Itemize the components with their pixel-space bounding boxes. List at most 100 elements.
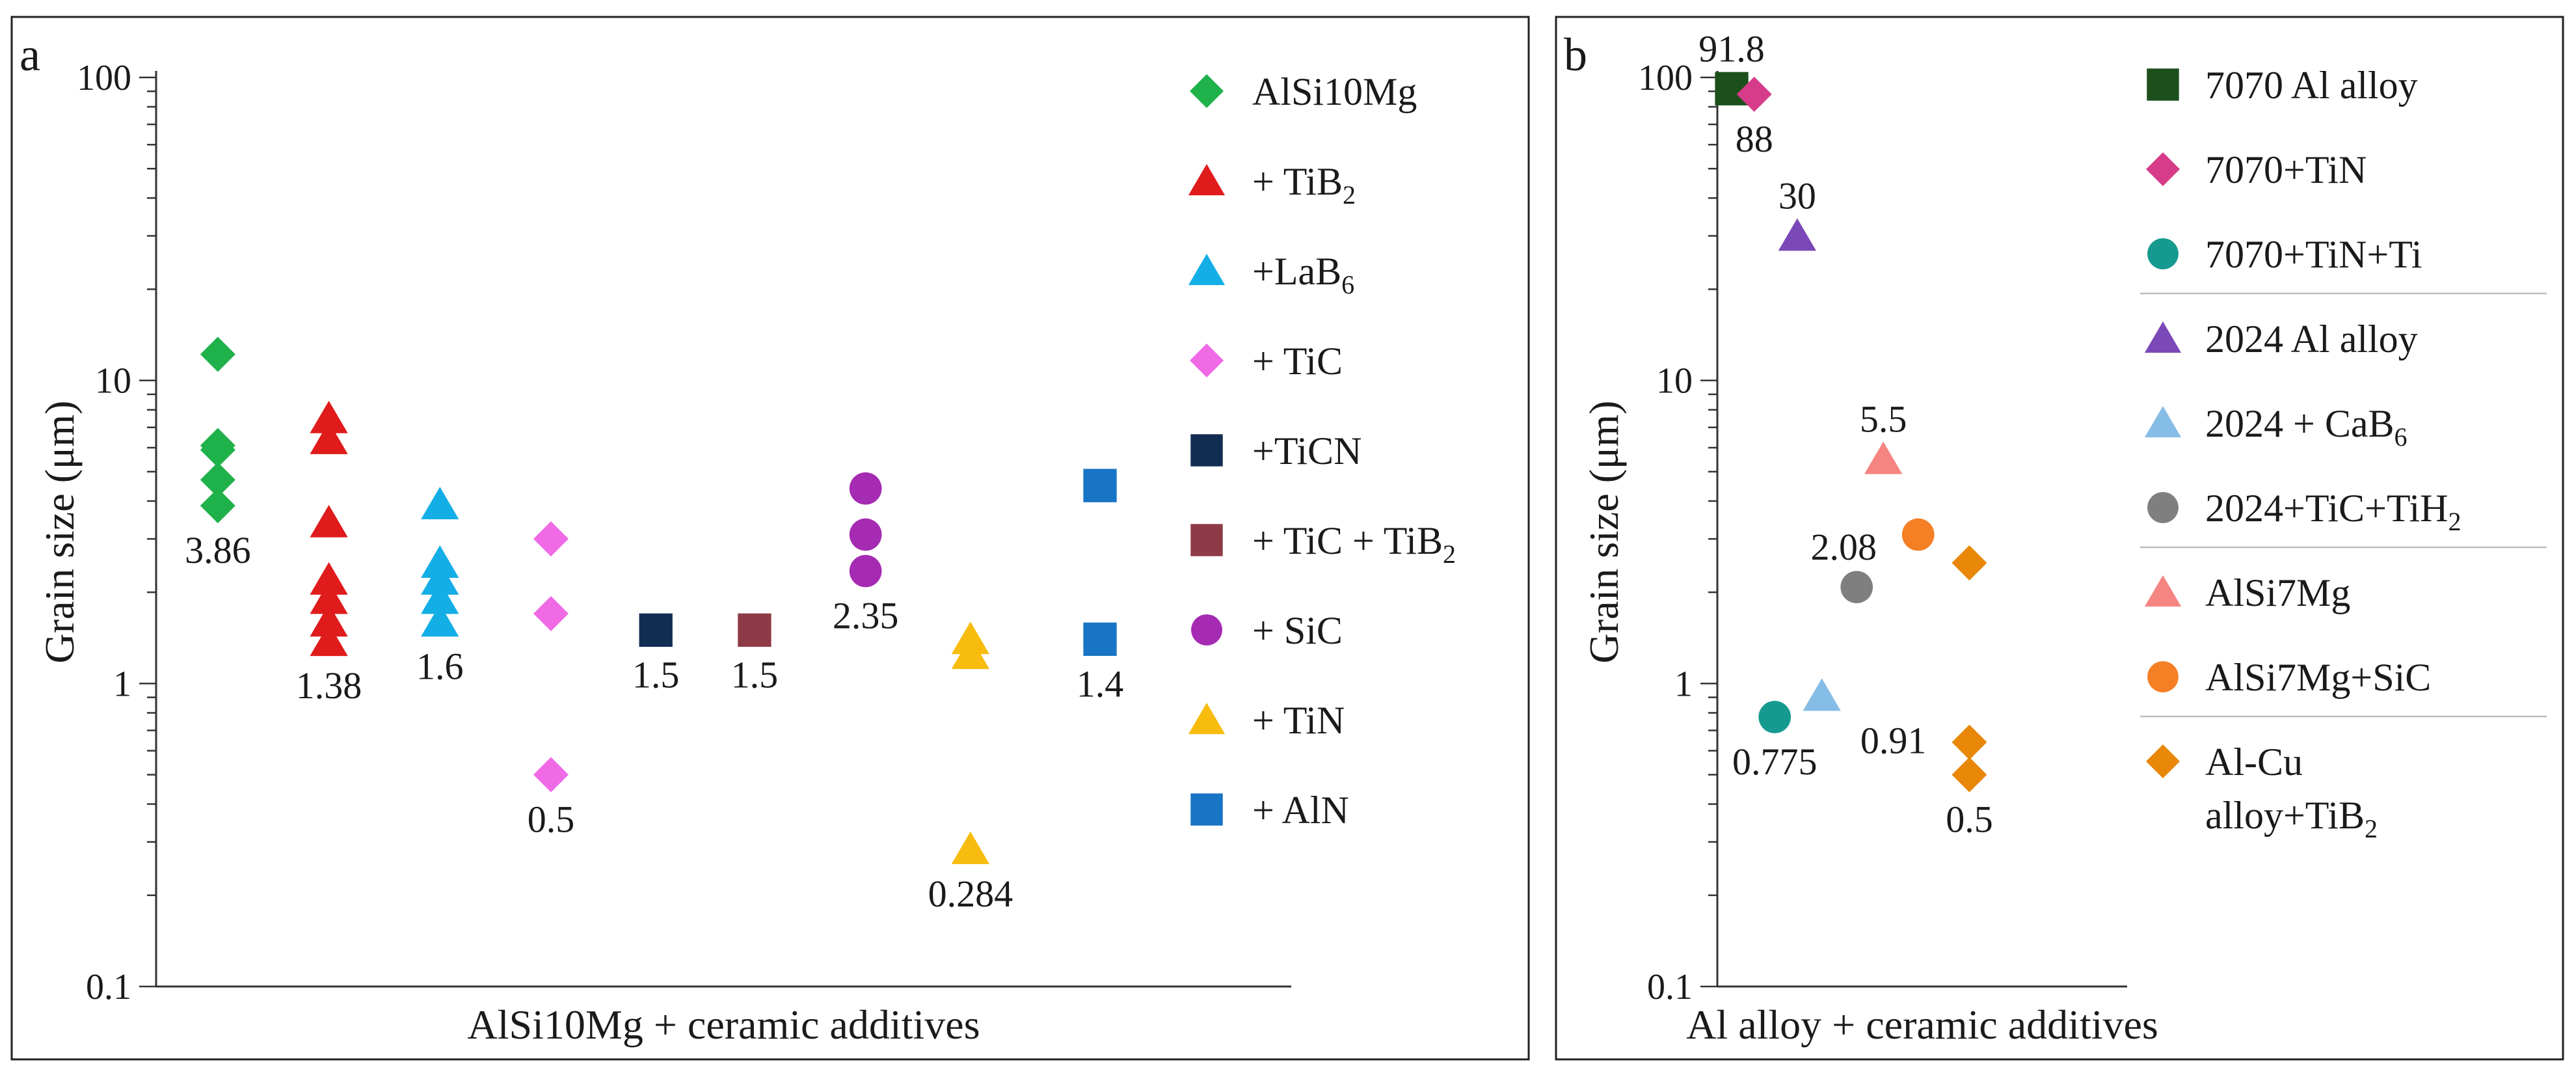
data-point [200,336,235,372]
y-tick-label: 1 [113,664,131,704]
panel-label: a [20,29,40,81]
legend-marker [1188,254,1226,286]
legend-marker [2146,152,2180,186]
data-point [421,487,459,520]
data-label: 1.5 [731,653,779,696]
data-point [310,562,348,595]
legend-marker [1190,524,1223,556]
legend-label: Al-Cu [2205,741,2303,783]
data-point [200,462,235,498]
legend-label: + AlN [1252,789,1349,832]
legend-marker [2144,406,2182,438]
legend-label: 2024+TiC+TiH2 [2205,487,2461,536]
legend-marker [2144,575,2182,607]
legend-label: 7070+TiN [2205,148,2367,191]
data-point [310,421,348,454]
legend-marker [2146,744,2180,778]
panel-frame [1555,16,2564,1061]
data-label: 1.4 [1077,662,1124,705]
data-label: 5.5 [1860,398,1907,441]
legend-label: +LaB6 [1252,250,1354,299]
data-point [421,581,459,614]
data-point [421,562,459,595]
panel-frame [10,16,1530,1061]
data-point [1083,469,1117,502]
data-label: 1.6 [416,645,464,687]
y-tick-label: 0.1 [1647,967,1693,1007]
data-point [1952,757,1987,793]
data-point [200,488,235,524]
data-label: 0.284 [928,873,1013,915]
data-point [1758,701,1791,733]
data-label: 30 [1778,174,1816,217]
data-point [310,400,348,433]
legend-label: +TiCN [1252,429,1362,472]
legend-marker [2147,492,2179,523]
legend-marker [2147,68,2179,101]
y-axis-title: Grain size (μm) [1581,401,1627,664]
legend-marker [1190,344,1224,377]
data-label: 1.38 [296,664,362,707]
legend-label: 2024 + CaB6 [2205,402,2408,452]
data-label: 2.35 [833,595,899,637]
legend-label-line2: alloy+TiB2 [2205,794,2378,843]
data-point [1803,678,1841,711]
data-label: 3.86 [185,529,251,571]
data-point [1952,545,1987,581]
panel-label: b [1564,29,1587,81]
data-point [1083,622,1117,656]
panel-a: a 0.1 1 10 100 AlSi10Mg + ceramic additives Gr… [10,16,1530,1061]
legend-label: + TiC + TiB2 [1252,519,1456,569]
y-tick-label: 10 [1656,361,1693,401]
legend-label: 7070+TiN+Ti [2205,233,2422,276]
data-label: 88 [1736,118,1773,160]
x-axis-title: AlSi10Mg + ceramic additives [468,1001,980,1048]
data-point [533,596,569,632]
data-point [200,432,235,468]
legend-marker [2147,238,2179,269]
data-point [533,521,569,557]
data-point [951,831,990,864]
legend-label: + SiC [1252,609,1343,652]
data-point [951,636,990,670]
data-point [849,518,882,551]
legend-label: AlSi7Mg+SiC [2205,656,2431,699]
y-tick-label: 100 [1638,58,1693,98]
panel-b: b 0.1 1 10 100 Al alloy + ceramic additives Gr… [1555,16,2564,1061]
legend-marker [2147,661,2179,692]
legend-marker [1190,74,1224,108]
legend-label: + TiN [1252,699,1345,742]
data-label: 0.91 [1860,719,1927,761]
legend-marker [1191,614,1222,646]
data-label: 91.8 [1698,27,1765,70]
x-axis-title: Al alloy + ceramic additives [1686,1001,2158,1048]
data-point [639,613,673,647]
data-point [310,504,348,538]
legend-label: 2024 Al alloy [2205,318,2418,361]
legend-marker [1188,164,1226,196]
legend-label: AlSi10Mg [1252,70,1417,113]
legend-marker [1190,434,1223,467]
data-label: 0.5 [528,798,575,841]
y-tick-label: 1 [1674,664,1693,704]
data-point [1736,76,1772,112]
y-tick-label: 10 [95,361,131,401]
data-point [1952,724,1987,760]
y-tick-label: 0.1 [86,967,131,1007]
data-point [310,623,348,657]
data-point [849,472,882,505]
data-label: 0.775 [1732,741,1818,783]
data-point [849,554,882,588]
data-point [1840,571,1873,604]
legend-marker [2144,321,2182,353]
legend-label: + TiB2 [1252,160,1356,210]
data-point [421,545,459,578]
data-point [1778,218,1817,251]
y-axis-title: Grain size (μm) [36,401,83,664]
data-point [421,604,459,637]
legend-label: + TiC [1252,340,1343,383]
y-tick-label: 100 [77,58,131,98]
data-point [738,613,771,647]
